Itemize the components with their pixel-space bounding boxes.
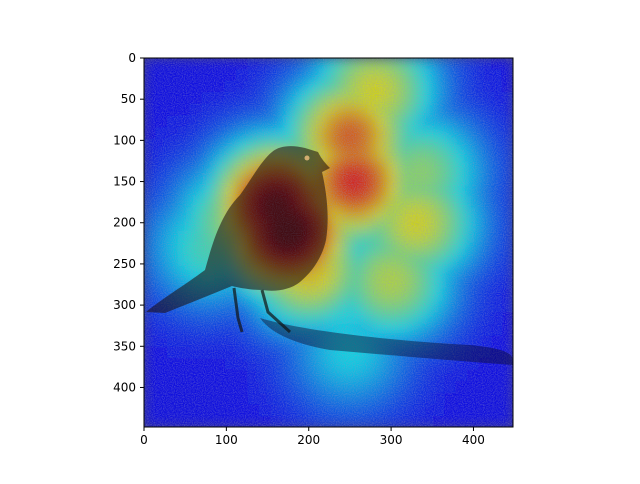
- axes-frame: [143, 57, 514, 428]
- y-tick-label: 50: [121, 92, 136, 106]
- y-tick-label: 100: [113, 133, 136, 147]
- y-tick-label: 350: [113, 339, 136, 353]
- gravel-texture: [144, 58, 513, 427]
- y-tick-label: 250: [113, 257, 136, 271]
- y-tick-label: 0: [128, 51, 136, 65]
- y-axis: 0 50 100 150 200 250 300 350 400: [113, 51, 144, 394]
- bird-body: [146, 146, 330, 313]
- x-tick-label: 400: [462, 433, 485, 447]
- x-tick-label: 100: [215, 433, 238, 447]
- x-tick-label: 200: [297, 433, 320, 447]
- y-tick-label: 300: [113, 298, 136, 312]
- bird-leg-right: [260, 289, 292, 334]
- bird-silhouette: [146, 146, 513, 365]
- x-axis: 0 100 200 300 400: [140, 427, 485, 447]
- bird-shadow: [260, 318, 513, 365]
- y-tick-label: 200: [113, 216, 136, 230]
- bird-leg-left: [232, 287, 244, 333]
- bird-eye: [304, 155, 310, 161]
- plot-area: [144, 58, 513, 427]
- y-tick-label: 150: [113, 175, 136, 189]
- x-tick-label: 300: [380, 433, 403, 447]
- x-tick-label: 0: [140, 433, 148, 447]
- y-tick-label: 400: [113, 380, 136, 394]
